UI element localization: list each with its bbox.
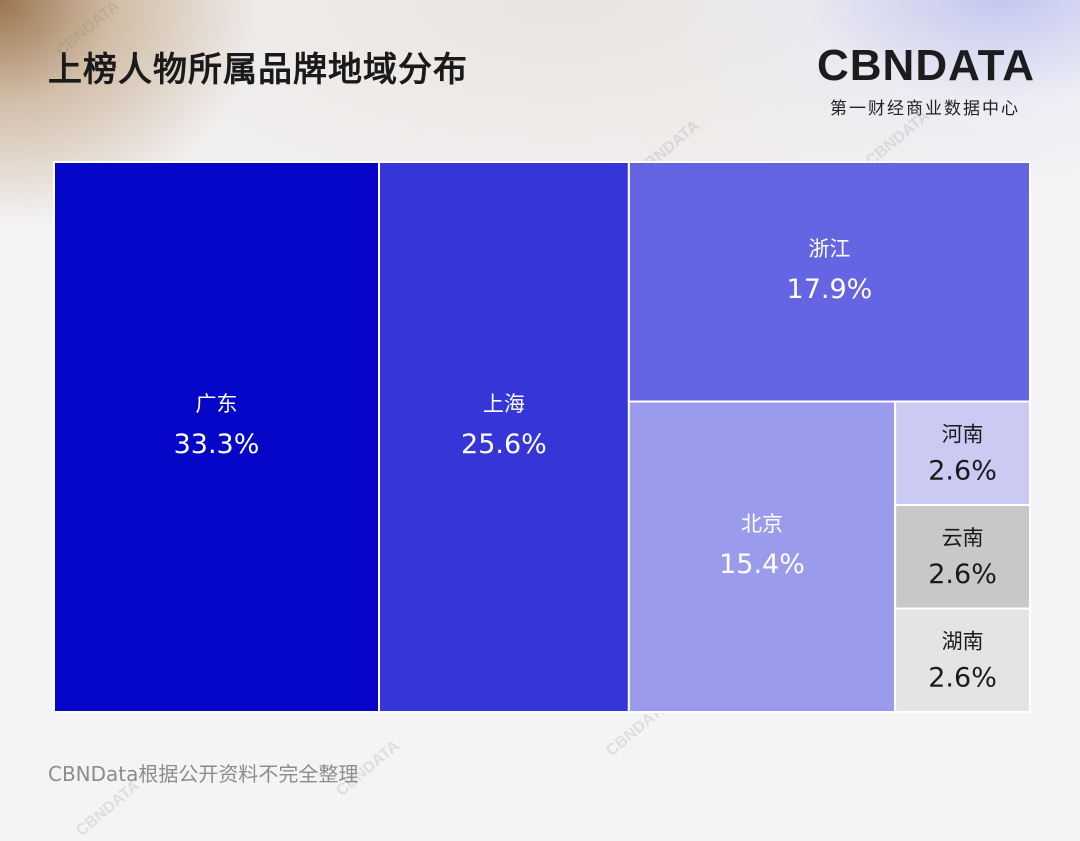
- treemap-value-label: 2.6%: [928, 662, 997, 693]
- treemap-category-label: 广东: [196, 392, 238, 416]
- treemap-cell-4: [894, 400, 1031, 507]
- treemap-cell-5: [894, 504, 1031, 610]
- logo-subtitle: 第一财经商业数据中心: [830, 99, 1020, 119]
- treemap-value-label: 25.6%: [461, 429, 547, 460]
- treemap-cell-0: [53, 161, 381, 713]
- logo: CBNDATA 第一财经商业数据中心: [817, 41, 1035, 120]
- treemap-value-label: 15.4%: [719, 549, 805, 580]
- treemap-cell-6: [894, 607, 1031, 713]
- treemap-cell-1: [378, 161, 630, 713]
- treemap-category-label: 河南: [942, 422, 984, 446]
- treemap-cell-3: [627, 400, 897, 713]
- treemap-value-label: 33.3%: [174, 429, 260, 460]
- treemap-category-label: 浙江: [808, 237, 850, 261]
- source-note: CBNData根据公开资料不完全整理: [48, 762, 359, 786]
- page-title: 上榜人物所属品牌地域分布: [48, 50, 468, 90]
- treemap-cell-2: [627, 161, 1031, 403]
- treemap-value-label: 2.6%: [928, 559, 997, 590]
- treemap-category-label: 上海: [483, 392, 525, 416]
- logo-wordmark: CBNDATA: [817, 41, 1035, 90]
- treemap-value-label: 17.9%: [787, 274, 873, 305]
- treemap-category-label: 云南: [942, 526, 984, 550]
- treemap-value-label: 2.6%: [928, 455, 997, 486]
- treemap-category-label: 北京: [741, 512, 783, 536]
- treemap-category-label: 湖南: [942, 629, 984, 653]
